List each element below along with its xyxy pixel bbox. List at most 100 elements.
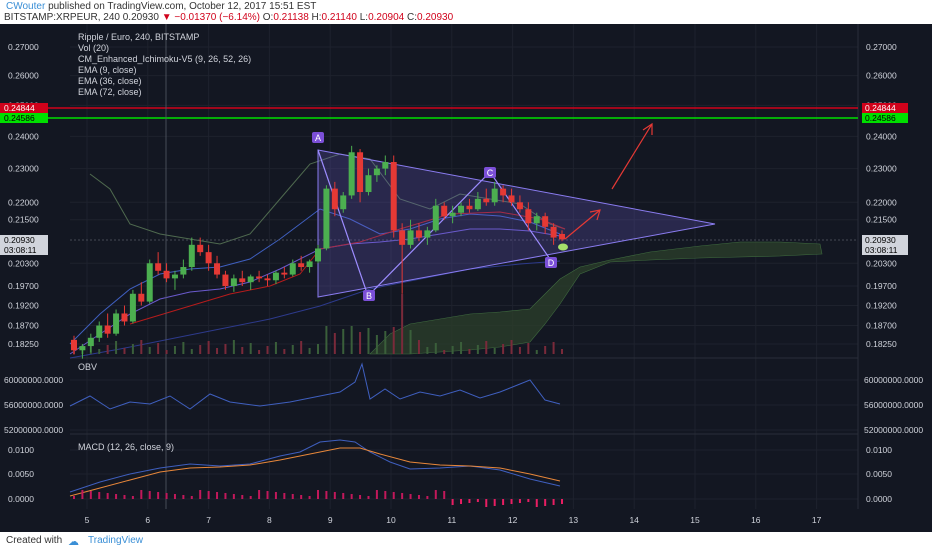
candle: [289, 259, 296, 277]
candle: [315, 244, 321, 264]
macd-hist-bar: [502, 499, 505, 505]
arrow-small[interactable]: [564, 209, 601, 240]
candle: [197, 237, 204, 256]
candle: [222, 270, 229, 290]
macd-hist-bar: [274, 492, 277, 499]
down-triangle-icon: ▼: [161, 12, 172, 23]
svg-text:0.24586: 0.24586: [865, 113, 896, 123]
macd-hist-bar: [384, 491, 387, 499]
macd-hist-bar: [291, 494, 294, 499]
macd-hist-bar: [443, 491, 446, 499]
indicator-legend[interactable]: Ripple / Euro, 240, BITSTAMP Vol (20) CM…: [78, 32, 251, 97]
volume-bar: [510, 340, 513, 354]
obv-label: OBV: [78, 362, 97, 372]
candle: [264, 274, 271, 287]
macd-hist-bar: [476, 499, 479, 502]
macd-hist-bar: [190, 496, 193, 499]
triangle-pattern[interactable]: [317, 149, 716, 298]
macd-histogram: [73, 490, 563, 507]
candle: [171, 270, 178, 290]
obv-tick-right: 60000000.0000: [864, 375, 923, 385]
macd-hist-bar: [300, 495, 303, 499]
candle: [542, 212, 549, 234]
price-tick-right: 0.19200: [866, 301, 897, 311]
candle: [87, 333, 94, 353]
candle: [516, 195, 523, 213]
candle: [155, 252, 162, 275]
marker-b-label: B: [366, 291, 372, 301]
candle: [121, 305, 128, 326]
created-with-text: Created with: [6, 535, 63, 546]
candle: [373, 165, 380, 182]
volume-bar: [552, 342, 555, 354]
macd-hist-bar: [518, 499, 521, 503]
macd-hist-bar: [140, 490, 143, 499]
pattern-marker-d[interactable]: D: [545, 257, 557, 268]
macd-label: MACD (12, 26, close, 9): [78, 442, 174, 452]
candle: [365, 168, 372, 196]
macd-hist-bar: [375, 490, 378, 499]
legend-vol: Vol (20): [78, 43, 109, 53]
candle: [230, 274, 237, 292]
price-tick-right: 0.18700: [866, 321, 897, 331]
macd-hist-bar: [359, 495, 362, 499]
candle: [96, 321, 103, 342]
author-link[interactable]: CWouter: [6, 1, 46, 12]
price-tick-left: 0.22000: [8, 197, 39, 207]
marker-d-label: D: [548, 258, 555, 268]
chart-svg[interactable]: A B C D Ripple / Euro, 240, BITSTAMP Vol…: [0, 24, 932, 532]
arrow-large[interactable]: [611, 122, 653, 190]
ohlc-close: 0.20930: [417, 12, 454, 23]
volume-bar: [283, 349, 286, 354]
pattern-marker-b[interactable]: B: [363, 290, 375, 301]
pattern-marker-c[interactable]: C: [484, 167, 496, 178]
candle: [449, 205, 456, 224]
price-tick-right: 0.24000: [866, 131, 897, 141]
macd-hist-bar: [426, 496, 429, 499]
volume-bar: [300, 341, 303, 354]
macd-hist-bar: [157, 492, 160, 499]
target-dot: [558, 243, 568, 251]
chart-area[interactable]: A B C D Ripple / Euro, 240, BITSTAMP Vol…: [0, 24, 932, 532]
macd-hist-bar: [182, 495, 185, 499]
volume-bar: [485, 341, 488, 354]
macd-tick-left: 0.0000: [8, 494, 34, 504]
obv-tick-right: 56000000.0000: [864, 400, 923, 410]
price-tick-right: 0.22000: [866, 197, 897, 207]
marker-a-label: A: [315, 133, 321, 143]
candle: [205, 244, 212, 271]
macd-hist-bar: [493, 499, 496, 506]
legend-ema-9: EMA (9, close): [78, 65, 137, 75]
candle: [306, 259, 313, 273]
last-price: 0.20930: [122, 12, 159, 23]
volume-bar: [535, 350, 538, 354]
tradingview-logo-icon: ☁: [68, 536, 79, 548]
time-tick: 8: [267, 515, 272, 525]
price-tick-left: 0.19200: [8, 301, 39, 311]
volume-bar: [241, 347, 244, 354]
volume-bar: [417, 340, 420, 354]
candle: [188, 237, 195, 271]
volume-bar: [443, 350, 446, 354]
volume-bar: [157, 343, 160, 354]
macd-hist-bar: [199, 490, 202, 499]
candle: [441, 202, 448, 220]
volume-bar: [249, 343, 252, 354]
volume-bar: [274, 342, 277, 354]
volume-bar: [333, 333, 336, 354]
time-tick: 9: [328, 515, 333, 525]
header-bar: CWouter published on TradingView.com, Oc…: [0, 0, 932, 24]
volume-bar: [325, 326, 328, 354]
price-tick-right: 0.20300: [866, 258, 897, 268]
svg-text:0.24844: 0.24844: [4, 103, 35, 113]
pattern-marker-a[interactable]: A: [312, 132, 324, 143]
price-tick-left: 0.21500: [8, 215, 39, 225]
macd-tick-left: 0.0050: [8, 469, 34, 479]
tradingview-brand[interactable]: TradingView: [88, 535, 144, 546]
macd-hist-bar: [224, 493, 227, 499]
label-last-price: 0.20930 0.20930: [0, 235, 908, 245]
macd-hist-bar: [148, 491, 151, 499]
macd-hist-bar: [249, 496, 252, 499]
candle: [483, 188, 490, 206]
price-axis-left: 0.270000.260000.250000.240000.230000.220…: [8, 42, 39, 349]
